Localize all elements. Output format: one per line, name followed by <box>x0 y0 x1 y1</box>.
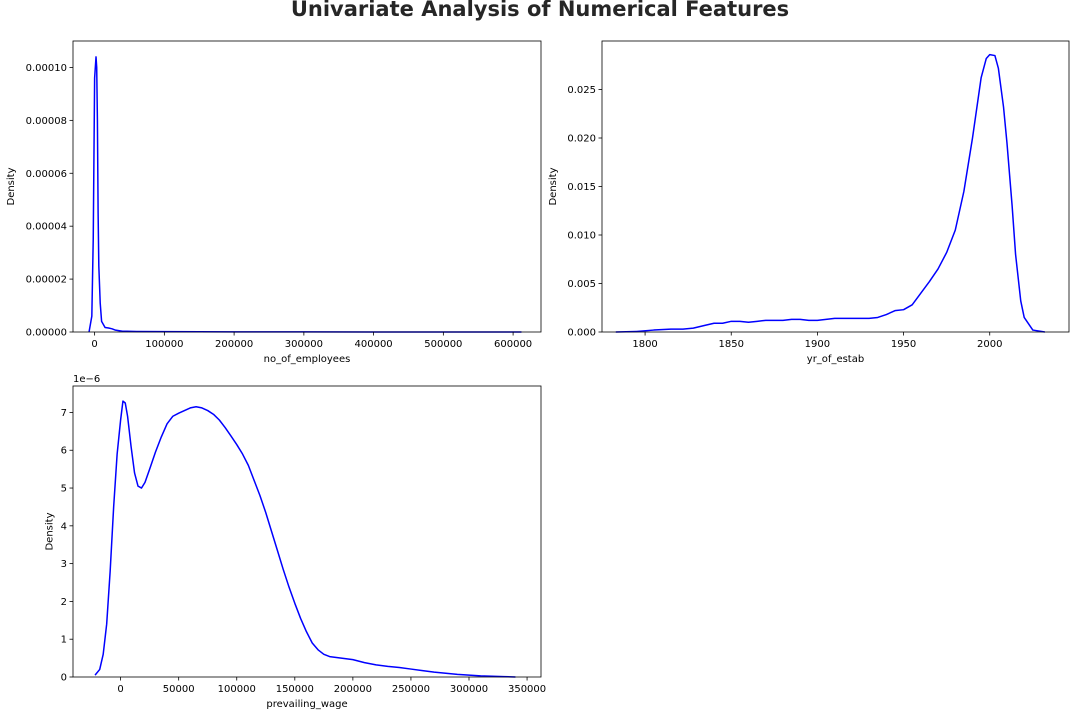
x-tick-label: 1950 <box>891 339 916 350</box>
y-tick-label: 6 <box>61 446 67 457</box>
x-axis-label: no_of_employees <box>264 354 351 365</box>
kde-curve <box>94 400 516 678</box>
y-tick-label: 0.00002 <box>26 275 67 286</box>
axes-frame <box>72 385 542 678</box>
y-tick-label: 0.010 <box>567 231 596 242</box>
x-tick-label: 2000 <box>977 339 1002 350</box>
x-tick-label: 1850 <box>719 339 744 350</box>
kde-curve <box>615 53 1045 333</box>
x-tick-label: 250000 <box>392 684 430 695</box>
y-tick-label: 3 <box>61 559 67 570</box>
y-axis-label: Density <box>6 167 17 205</box>
y-tick-label: 0.00010 <box>26 63 67 74</box>
x-axis-label: yr_of_estab <box>807 354 864 365</box>
axes-no-of-employees: 0 100000 200000 300000 400000 500000 600000 0.0… <box>6 40 542 365</box>
y-tick-label: 2 <box>61 597 67 608</box>
x-tick-label: 50000 <box>163 684 195 695</box>
x-tick-label: 0 <box>91 339 97 350</box>
x-axis-label: prevailing_wage <box>266 699 347 710</box>
x-tick-label: 500000 <box>424 339 462 350</box>
x-tick-label: 400000 <box>355 339 393 350</box>
y-tick-label: 1 <box>61 635 67 646</box>
x-tick-label: 100000 <box>145 339 183 350</box>
y-tick-label: 0.00008 <box>26 116 67 127</box>
y-tick-label: 0.020 <box>567 134 596 145</box>
y-tick-label: 0.015 <box>567 182 596 193</box>
figure-title: Univariate Analysis of Numerical Feature… <box>291 0 789 21</box>
y-tick-label: 0.025 <box>567 85 596 96</box>
x-tick-label: 0 <box>117 684 123 695</box>
y-tick-label: 0 <box>61 673 67 684</box>
x-tick-label: 300000 <box>450 684 488 695</box>
y-axis-label: Density <box>45 512 56 550</box>
y-tick-label: 0.000 <box>567 328 596 339</box>
x-tick-label: 200000 <box>334 684 372 695</box>
axes-yr-of-estab: 1800 1850 1900 1950 2000 0.000 0.005 0.010 0.015… <box>548 40 1070 365</box>
y-tick-label: 5 <box>61 484 67 495</box>
y-offset-label: 1e−6 <box>73 374 100 385</box>
axes-prevailing-wage: 0 50000 100000 150000 200000 250000 300000 3500… <box>45 374 547 710</box>
x-tick-label: 350000 <box>508 684 546 695</box>
y-tick-label: 4 <box>61 521 67 532</box>
kde-curve <box>88 56 522 333</box>
x-tick-label: 1900 <box>805 339 830 350</box>
axes-frame <box>601 40 1070 333</box>
x-tick-label: 100000 <box>218 684 256 695</box>
x-tick-label: 150000 <box>276 684 314 695</box>
y-tick-label: 7 <box>61 408 67 419</box>
y-tick-label: 0.00004 <box>26 222 67 233</box>
y-tick-label: 0.00000 <box>26 328 67 339</box>
x-tick-label: 600000 <box>494 339 532 350</box>
y-tick-label: 0.005 <box>567 279 596 290</box>
y-axis-label: Density <box>548 167 559 205</box>
y-tick-label: 0.00006 <box>26 169 67 180</box>
x-tick-label: 1800 <box>632 339 657 350</box>
x-tick-label: 300000 <box>285 339 323 350</box>
axes-frame <box>72 40 542 333</box>
x-tick-label: 200000 <box>215 339 253 350</box>
